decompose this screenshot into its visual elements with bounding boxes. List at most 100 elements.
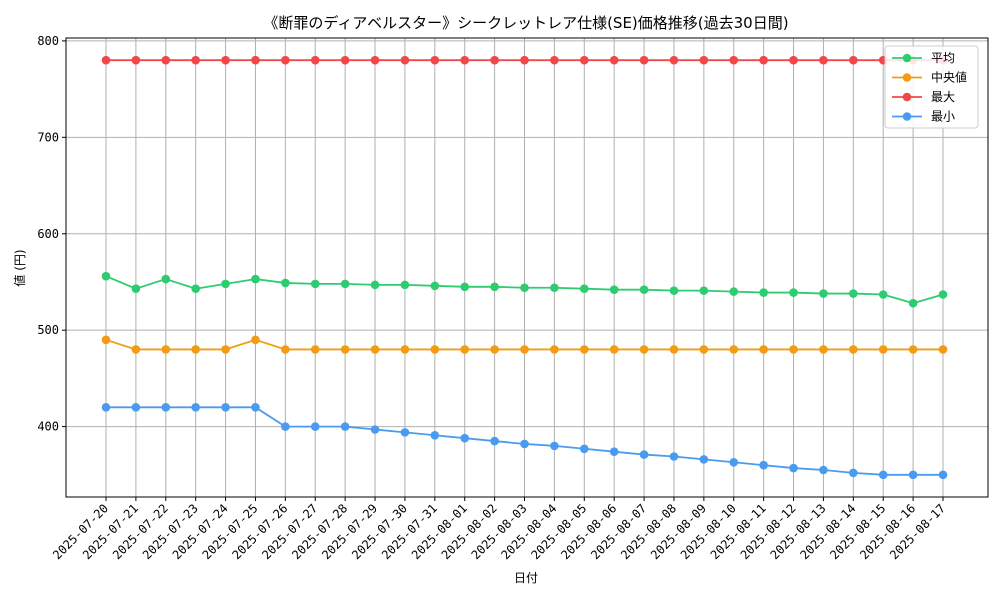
data-point	[310, 55, 320, 65]
data-point	[579, 444, 589, 454]
data-point	[878, 345, 888, 354]
data-point	[340, 422, 350, 431]
data-point	[400, 428, 410, 437]
data-point	[639, 450, 649, 459]
grid	[66, 38, 988, 497]
plot-frame	[65, 37, 989, 498]
data-point	[550, 283, 559, 293]
data-point	[878, 470, 888, 480]
x-axis-label: 日付	[514, 571, 538, 585]
data-point	[310, 345, 320, 354]
data-point	[251, 335, 260, 345]
data-point	[639, 55, 649, 65]
data-point	[281, 55, 290, 65]
data-point	[490, 436, 499, 446]
data-point	[370, 55, 380, 65]
data-point	[878, 290, 888, 299]
data-point	[849, 55, 858, 65]
y-tick-label: 600	[37, 227, 59, 241]
data-point	[221, 345, 230, 354]
data-point	[490, 55, 499, 65]
data-point	[908, 298, 918, 308]
data-point	[849, 468, 858, 478]
y-axis: 400 500 600 700 800	[37, 34, 66, 434]
chart-title: 《断罪のディアベルスター》シークレットレア仕様(SE)価格推移(過去30日間)	[263, 14, 788, 32]
data-point	[221, 403, 230, 412]
data-point	[400, 280, 410, 290]
data-point	[908, 345, 918, 354]
legend-label: 最大	[931, 90, 955, 104]
data-point	[938, 470, 948, 480]
data-point	[460, 345, 470, 354]
data-point	[281, 422, 290, 431]
data-point	[370, 425, 380, 434]
data-point	[789, 288, 798, 297]
data-point	[938, 345, 948, 354]
data-point	[221, 279, 230, 289]
data-point	[131, 284, 141, 294]
data-point	[729, 287, 739, 296]
data-point	[609, 447, 619, 456]
legend-swatch-marker	[902, 112, 912, 121]
data-point	[550, 345, 559, 354]
data-point	[819, 289, 828, 298]
data-point	[669, 55, 679, 65]
legend-box	[884, 45, 979, 129]
data-point	[131, 55, 141, 65]
y-tick-label: 400	[37, 420, 59, 434]
data-point	[131, 403, 141, 412]
data-point	[490, 345, 499, 354]
y-axis-label: 値 (円)	[12, 249, 27, 286]
legend-swatch-marker	[902, 92, 912, 102]
data-point	[191, 55, 200, 65]
data-point	[251, 274, 260, 284]
data-point	[699, 55, 709, 65]
data-point	[759, 288, 768, 297]
data-point	[400, 55, 410, 65]
data-point	[191, 284, 200, 294]
data-point	[789, 55, 798, 65]
data-point	[131, 345, 141, 354]
data-point	[460, 55, 470, 65]
data-point	[161, 403, 171, 412]
data-point	[460, 433, 470, 443]
series-layer	[101, 55, 948, 480]
data-point	[520, 283, 529, 293]
data-point	[430, 55, 440, 65]
legend-swatch-marker	[902, 73, 912, 82]
data-point	[520, 55, 529, 65]
y-tick-label: 500	[37, 323, 59, 337]
data-point	[609, 55, 619, 65]
data-point	[221, 55, 230, 65]
data-point	[550, 441, 559, 451]
legend-label: 平均	[931, 51, 955, 65]
data-point	[430, 430, 440, 440]
data-point	[699, 345, 709, 354]
data-point	[251, 55, 260, 65]
data-point	[281, 345, 290, 354]
data-point	[819, 345, 828, 354]
data-point	[101, 335, 111, 345]
data-point	[579, 284, 589, 294]
data-point	[430, 345, 440, 354]
data-point	[579, 55, 589, 65]
data-point	[340, 55, 350, 65]
data-point	[729, 457, 739, 467]
data-point	[938, 290, 948, 299]
data-point	[161, 55, 171, 65]
data-point	[340, 279, 350, 289]
data-point	[639, 285, 649, 294]
data-point	[370, 345, 380, 354]
data-point	[729, 55, 739, 65]
data-point	[430, 281, 440, 291]
x-axis: 2025-07-202025-07-212025-07-222025-07-23…	[50, 497, 948, 562]
data-point	[101, 271, 111, 281]
data-point	[520, 345, 529, 354]
data-point	[669, 286, 679, 295]
data-point	[699, 455, 709, 464]
data-point	[729, 345, 739, 354]
data-point	[400, 345, 410, 354]
data-point	[490, 282, 499, 292]
data-point	[460, 282, 470, 292]
data-point	[101, 403, 111, 412]
